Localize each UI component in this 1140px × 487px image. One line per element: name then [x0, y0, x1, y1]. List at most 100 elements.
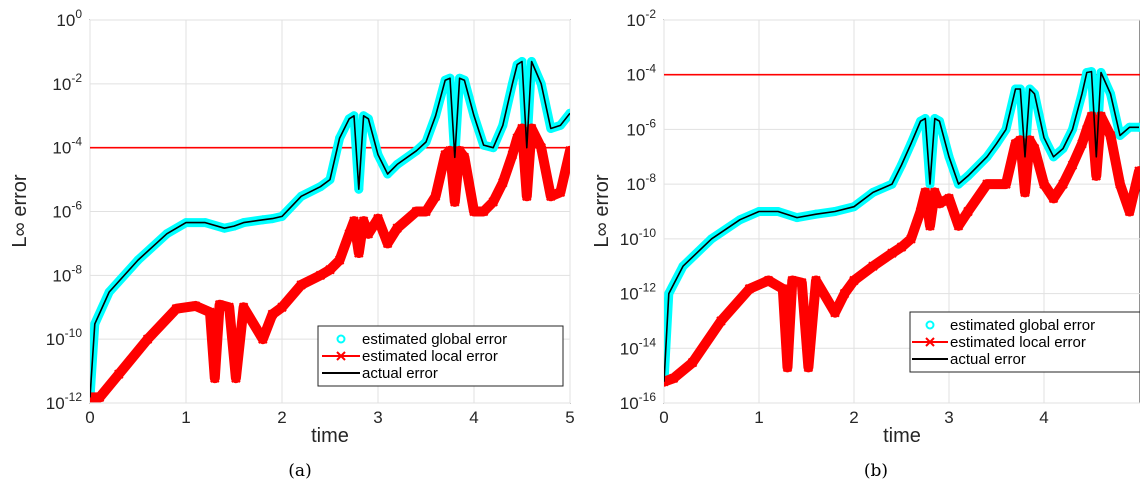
data-point-estimated-local-error	[536, 142, 546, 153]
legend-label-actual-b: actual error	[950, 351, 1026, 368]
x-axis-label-b: time	[883, 425, 921, 447]
data-point-estimated-local-error	[190, 301, 201, 311]
y-tick-label: 10-12	[46, 390, 83, 413]
data-point-estimated-global-error	[162, 229, 172, 239]
data-point-estimated-global-error	[868, 187, 878, 197]
data-point-estimated-global-error	[992, 139, 1001, 149]
y-tick-label: 10-8	[52, 262, 82, 285]
data-point-estimated-local-error	[507, 150, 518, 160]
x-tick-label: 5	[565, 408, 574, 427]
data-point-estimated-global-error	[982, 152, 992, 162]
data-point-estimated-local-error	[744, 284, 755, 294]
series-group-a	[90, 57, 570, 403]
data-point-estimated-local-error	[354, 248, 364, 258]
y-tick-label: 10-2	[52, 71, 82, 94]
x-tick-label: 0	[659, 408, 668, 427]
y-tick-label: 10-16	[620, 390, 657, 413]
data-point-estimated-global-error	[363, 114, 373, 124]
y-tick-label: 10-4	[626, 62, 656, 85]
data-point-estimated-local-error	[868, 261, 878, 271]
data-point-estimated-local-error	[469, 206, 479, 217]
caption-a: (a)	[288, 461, 311, 481]
data-point-estimated-local-error	[445, 146, 455, 156]
data-point-estimated-global-error	[133, 255, 143, 265]
chart-panel-b: 10-16 10-14 10-12 10-10 10-8 10-6 10-4 10-2 0 1 2 3…	[591, 7, 1140, 481]
data-point-estimated-local-error	[171, 304, 182, 314]
data-point-estimated-local-error	[363, 229, 374, 239]
data-point-estimated-local-error	[334, 255, 345, 265]
data-point-estimated-local-error	[944, 193, 954, 204]
data-point-estimated-global-error	[1068, 124, 1077, 134]
data-point-estimated-global-error	[469, 111, 479, 121]
data-point-estimated-global-error	[935, 116, 944, 126]
x-tick-label: 2	[277, 408, 286, 427]
data-point-estimated-global-error	[383, 169, 393, 179]
y-axis-label-b: L∞ error	[591, 174, 613, 248]
series-line-actual-error	[90, 60, 570, 398]
data-point-estimated-local-error	[778, 284, 788, 294]
data-point-estimated-local-error	[238, 302, 249, 312]
data-point-estimated-local-error	[114, 369, 124, 379]
data-point-estimated-local-error	[224, 302, 234, 312]
legend-b: estimated global error estimated local e…	[909, 311, 1140, 373]
data-point-estimated-local-error	[1048, 193, 1059, 204]
data-point-estimated-local-error	[1039, 179, 1049, 189]
data-point-estimated-global-error	[678, 261, 688, 271]
data-point-estimated-local-error	[1091, 171, 1101, 181]
data-point-estimated-global-error	[411, 146, 421, 156]
data-point-estimated-local-error	[325, 265, 335, 275]
data-point-estimated-local-error	[687, 357, 698, 368]
data-point-estimated-local-error	[664, 377, 669, 387]
data-point-estimated-global-error	[479, 140, 489, 150]
data-point-estimated-global-error	[963, 171, 973, 181]
x-tick-label: 3	[944, 408, 953, 427]
data-point-estimated-local-error	[1134, 166, 1140, 176]
data-point-estimated-global-error	[887, 179, 897, 189]
data-point-estimated-global-error	[296, 191, 306, 201]
data-point-estimated-local-error	[498, 177, 508, 188]
data-point-estimated-local-error	[953, 221, 964, 231]
data-point-estimated-local-error	[459, 152, 470, 162]
data-point-estimated-local-error	[906, 234, 916, 244]
data-point-estimated-local-error	[210, 373, 220, 383]
series-line-estimated-local-error	[664, 111, 1140, 387]
data-point-estimated-local-error	[555, 187, 566, 197]
x-tick-label: 0	[85, 408, 94, 427]
data-point-estimated-global-error	[565, 108, 570, 118]
y-axis-label-a: L∞ error	[9, 174, 31, 248]
data-point-estimated-local-error	[716, 316, 726, 326]
data-point-estimated-local-error	[526, 123, 537, 134]
data-point-estimated-global-error	[459, 75, 469, 85]
data-point-estimated-local-error	[344, 229, 354, 239]
data-point-estimated-local-error	[546, 191, 556, 201]
data-point-estimated-global-error	[944, 152, 954, 162]
data-point-estimated-local-error	[1067, 160, 1078, 170]
data-point-estimated-local-error	[797, 277, 807, 288]
y-tick-label: 10-10	[620, 226, 657, 249]
legend-label-local-a: estimated local error	[362, 348, 498, 365]
x-tick-label: 2	[849, 408, 858, 427]
data-point-estimated-global-error	[421, 137, 431, 147]
data-point-estimated-global-error	[488, 143, 498, 153]
data-point-estimated-global-error	[954, 179, 963, 189]
data-point-estimated-local-error	[763, 275, 774, 286]
data-point-estimated-local-error	[296, 280, 306, 290]
data-point-estimated-global-error	[431, 111, 441, 121]
data-point-estimated-local-error	[887, 248, 897, 258]
y-tick-label: 10-4	[52, 135, 82, 158]
data-point-estimated-local-error	[849, 275, 859, 286]
data-point-estimated-local-error	[94, 392, 105, 403]
data-point-estimated-global-error	[1058, 144, 1068, 154]
data-point-estimated-local-error	[454, 146, 465, 156]
data-point-estimated-global-error	[373, 150, 383, 160]
data-point-estimated-global-error	[440, 75, 450, 85]
data-point-estimated-local-error	[277, 302, 287, 312]
data-point-estimated-global-error	[735, 215, 745, 225]
x-tick-label: 4	[469, 408, 478, 427]
data-point-estimated-local-error	[373, 213, 383, 224]
series-line-estimated-local-error	[90, 123, 570, 403]
data-point-estimated-local-error	[267, 309, 278, 320]
data-point-estimated-local-error	[421, 206, 431, 217]
data-point-estimated-local-error	[315, 270, 326, 281]
series-line-actual-error	[664, 70, 1139, 382]
